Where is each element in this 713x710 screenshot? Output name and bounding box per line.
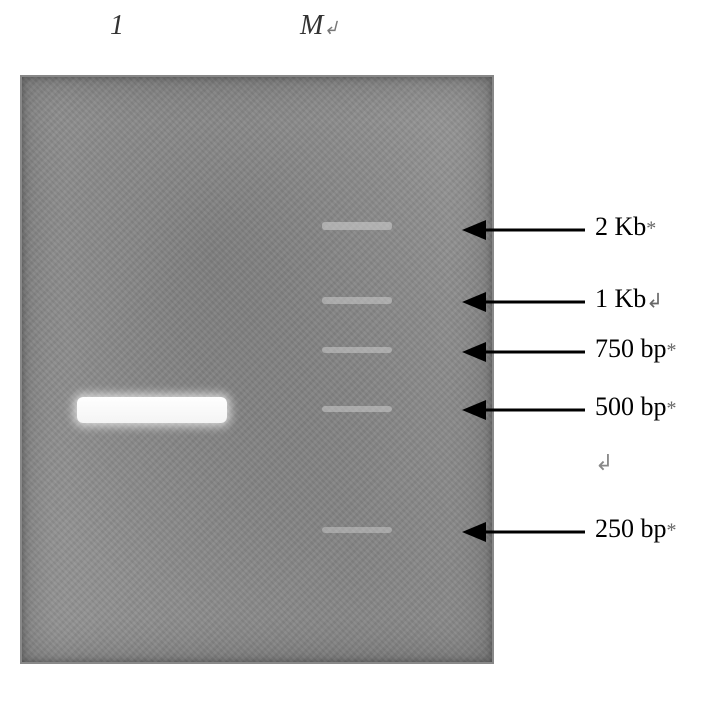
ladder-band-2kb (322, 222, 392, 230)
sample-band-lane1 (77, 397, 227, 423)
label-750bp-glyph: * (667, 340, 677, 362)
label-250bp: 250 bp* (595, 514, 677, 544)
label-1kb-glyph: ↲ (646, 291, 663, 313)
lane1-label: 1 (110, 10, 124, 42)
gel-image (20, 75, 494, 664)
ladder-band-1kb (322, 297, 392, 304)
marker-lane-glyph: ↲ (323, 18, 338, 38)
label-2kb-glyph: * (646, 218, 656, 240)
label-500bp: 500 bp* (595, 392, 677, 422)
label-750bp: 750 bp* (595, 334, 677, 364)
ladder-band-250bp (322, 527, 392, 533)
stray-return-glyph: ↲ (595, 450, 613, 476)
label-1kb: 1 Kb↲ (595, 284, 663, 314)
label-2kb-text: 2 Kb (595, 212, 646, 241)
label-250bp-text: 250 bp (595, 514, 667, 543)
label-1kb-text: 1 Kb (595, 284, 646, 313)
label-2kb: 2 Kb* (595, 212, 656, 242)
marker-lane-label: M↲ (300, 10, 338, 42)
label-500bp-glyph: * (667, 398, 677, 420)
label-750bp-text: 750 bp (595, 334, 667, 363)
marker-lane-letter: M (300, 10, 323, 41)
gel-texture (22, 77, 492, 662)
label-500bp-text: 500 bp (595, 392, 667, 421)
gel-vignette (22, 77, 492, 662)
ladder-band-500bp (322, 406, 392, 412)
lane-header: 1 M↲ (0, 10, 500, 50)
ladder-band-750bp (322, 347, 392, 353)
label-250bp-glyph: * (667, 520, 677, 542)
